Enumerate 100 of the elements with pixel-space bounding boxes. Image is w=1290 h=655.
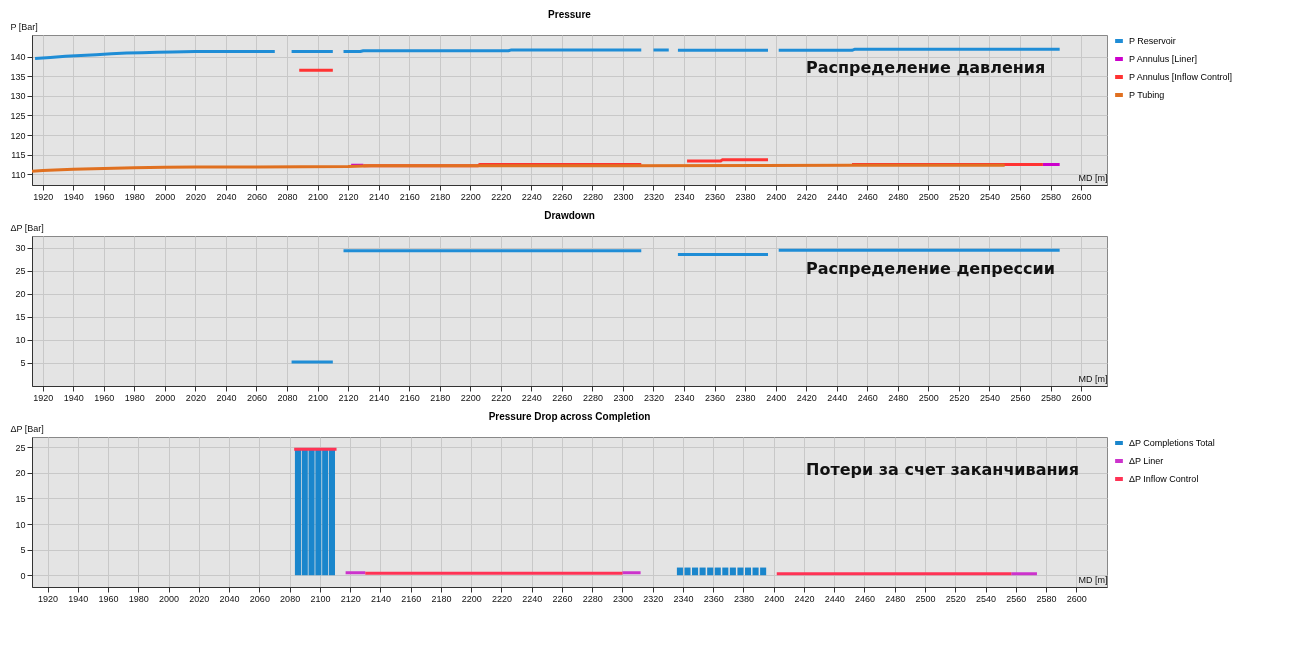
legend-label: P Reservoir bbox=[1129, 36, 1176, 46]
y-tick-label: 5 bbox=[20, 545, 26, 556]
x-tick-label: 2440 bbox=[824, 593, 845, 604]
x-tick-label: 2340 bbox=[674, 392, 695, 403]
x-tick-label: 1940 bbox=[68, 593, 89, 604]
x-tick-label: 2520 bbox=[949, 392, 970, 403]
x-tick-label: 2040 bbox=[216, 191, 237, 202]
x-tick-label: 2120 bbox=[340, 593, 361, 604]
annotation: Потери за счет заканчивания bbox=[806, 460, 1080, 479]
y-tick-label: 15 bbox=[15, 312, 26, 323]
y-tick-label: 110 bbox=[11, 169, 26, 180]
x-tick-label: 2080 bbox=[277, 191, 298, 202]
x-tick-label: 2380 bbox=[733, 593, 754, 604]
annotation: Распределение давления bbox=[806, 58, 1046, 77]
x-tick-label: 2200 bbox=[460, 191, 481, 202]
x-tick-label: 2360 bbox=[705, 392, 726, 403]
x-tick-label: 2580 bbox=[1040, 392, 1062, 403]
x-tick-label: 2540 bbox=[979, 191, 1000, 202]
x-tick-label: 2600 bbox=[1071, 191, 1092, 202]
x-tick-label: 2380 bbox=[735, 392, 756, 403]
legend-label: P Annulus [Liner] bbox=[1129, 54, 1197, 64]
x-tick-label: 2560 bbox=[1006, 593, 1027, 604]
x-tick-label: 2320 bbox=[643, 191, 664, 202]
x-axis-title: MD [m] bbox=[1078, 373, 1108, 384]
x-tick-label: 2100 bbox=[308, 191, 329, 202]
y-tick-label: 130 bbox=[10, 91, 26, 102]
y-tick-label: 0 bbox=[20, 570, 26, 581]
x-tick-label: 1920 bbox=[33, 392, 54, 403]
x-tick-label: 2460 bbox=[854, 593, 876, 604]
x-axis-title: MD [m] bbox=[1078, 172, 1108, 183]
x-tick-label: 2180 bbox=[431, 593, 452, 604]
y-tick-label: 10 bbox=[15, 335, 26, 346]
y-axis-title: ΔP [Bar] bbox=[10, 423, 44, 434]
x-tick-label: 2520 bbox=[945, 593, 966, 604]
x-tick-label: 2280 bbox=[582, 191, 603, 202]
annotation: Распределение депрессии bbox=[806, 259, 1055, 278]
legend-label: P Annulus [Inflow Control] bbox=[1129, 72, 1232, 82]
y-axis-title: ΔP [Bar] bbox=[10, 222, 44, 233]
x-tick-label: 2260 bbox=[552, 593, 573, 604]
y-tick-label: 15 bbox=[15, 493, 26, 504]
x-tick-label: 2140 bbox=[370, 593, 391, 604]
x-tick-label: 2020 bbox=[189, 593, 210, 604]
x-tick-label: 2000 bbox=[155, 191, 176, 202]
y-tick-label: 140 bbox=[10, 52, 26, 63]
x-axis-title: MD [m] bbox=[1078, 574, 1108, 585]
x-tick-label: 2380 bbox=[735, 191, 756, 202]
x-tick-label: 2480 bbox=[885, 593, 906, 604]
x-tick-label: 2560 bbox=[1010, 392, 1031, 403]
x-tick-label: 2280 bbox=[582, 392, 603, 403]
x-tick-label: 2500 bbox=[915, 593, 936, 604]
y-tick-label: 135 bbox=[10, 71, 26, 82]
y-tick-label: 125 bbox=[10, 111, 26, 121]
x-tick-label: 2180 bbox=[430, 191, 451, 202]
x-tick-label: 2440 bbox=[827, 191, 848, 202]
x-tick-label: 2420 bbox=[796, 392, 817, 403]
x-tick-label: 2100 bbox=[310, 593, 331, 604]
x-tick-label: 2400 bbox=[764, 593, 785, 604]
x-tick-label: 2360 bbox=[703, 593, 724, 604]
x-tick-label: 2000 bbox=[159, 593, 180, 604]
y-tick-label: 25 bbox=[15, 266, 26, 277]
x-tick-label: 2300 bbox=[612, 593, 633, 604]
x-tick-label: 2400 bbox=[766, 392, 787, 403]
x-tick-label: 2020 bbox=[185, 392, 206, 403]
x-tick-label: 2600 bbox=[1066, 593, 1087, 604]
x-tick-label: 2060 bbox=[246, 392, 267, 403]
x-tick-label: 1920 bbox=[33, 191, 54, 202]
x-tick-label: 1980 bbox=[124, 392, 145, 403]
x-tick-label: 2200 bbox=[460, 392, 481, 403]
x-tick-label: 2540 bbox=[976, 593, 997, 604]
x-tick-label: 2240 bbox=[522, 593, 543, 604]
x-tick-label: 1960 bbox=[94, 392, 115, 403]
legend-label: ΔP Liner bbox=[1129, 456, 1164, 466]
x-tick-label: 2340 bbox=[673, 593, 694, 604]
x-tick-label: 1980 bbox=[128, 593, 149, 604]
x-tick-label: 2160 bbox=[401, 593, 422, 604]
x-tick-label: 2140 bbox=[369, 191, 390, 202]
x-tick-label: 2020 bbox=[185, 191, 206, 202]
y-tick-label: 120 bbox=[10, 130, 26, 141]
y-axis-title: P [Bar] bbox=[10, 21, 38, 32]
legend-label: P Tubing bbox=[1129, 90, 1165, 100]
x-tick-label: 2480 bbox=[888, 191, 909, 202]
y-tick-label: 10 bbox=[15, 519, 26, 530]
chart-title: Pressure Drop across Completion bbox=[488, 411, 651, 422]
x-tick-label: 2220 bbox=[491, 191, 512, 202]
x-tick-label: 2240 bbox=[521, 392, 542, 403]
x-tick-label: 2040 bbox=[216, 392, 237, 403]
x-tick-label: 2180 bbox=[430, 392, 451, 403]
chart-title: Drawdown bbox=[544, 210, 595, 221]
x-tick-label: 1960 bbox=[98, 593, 119, 604]
x-tick-label: 2080 bbox=[277, 392, 298, 403]
x-tick-label: 2320 bbox=[643, 392, 664, 403]
legend-label: ΔP Inflow Control bbox=[1129, 474, 1199, 484]
x-tick-label: 1960 bbox=[94, 191, 115, 202]
x-tick-label: 2460 bbox=[857, 191, 878, 202]
y-tick-label: 20 bbox=[15, 468, 26, 479]
y-tick-label: 20 bbox=[15, 289, 26, 300]
x-tick-label: 2300 bbox=[613, 392, 634, 403]
x-tick-label: 2400 bbox=[766, 191, 787, 202]
x-tick-label: 2220 bbox=[491, 593, 512, 604]
y-tick-label: 5 bbox=[20, 358, 26, 369]
